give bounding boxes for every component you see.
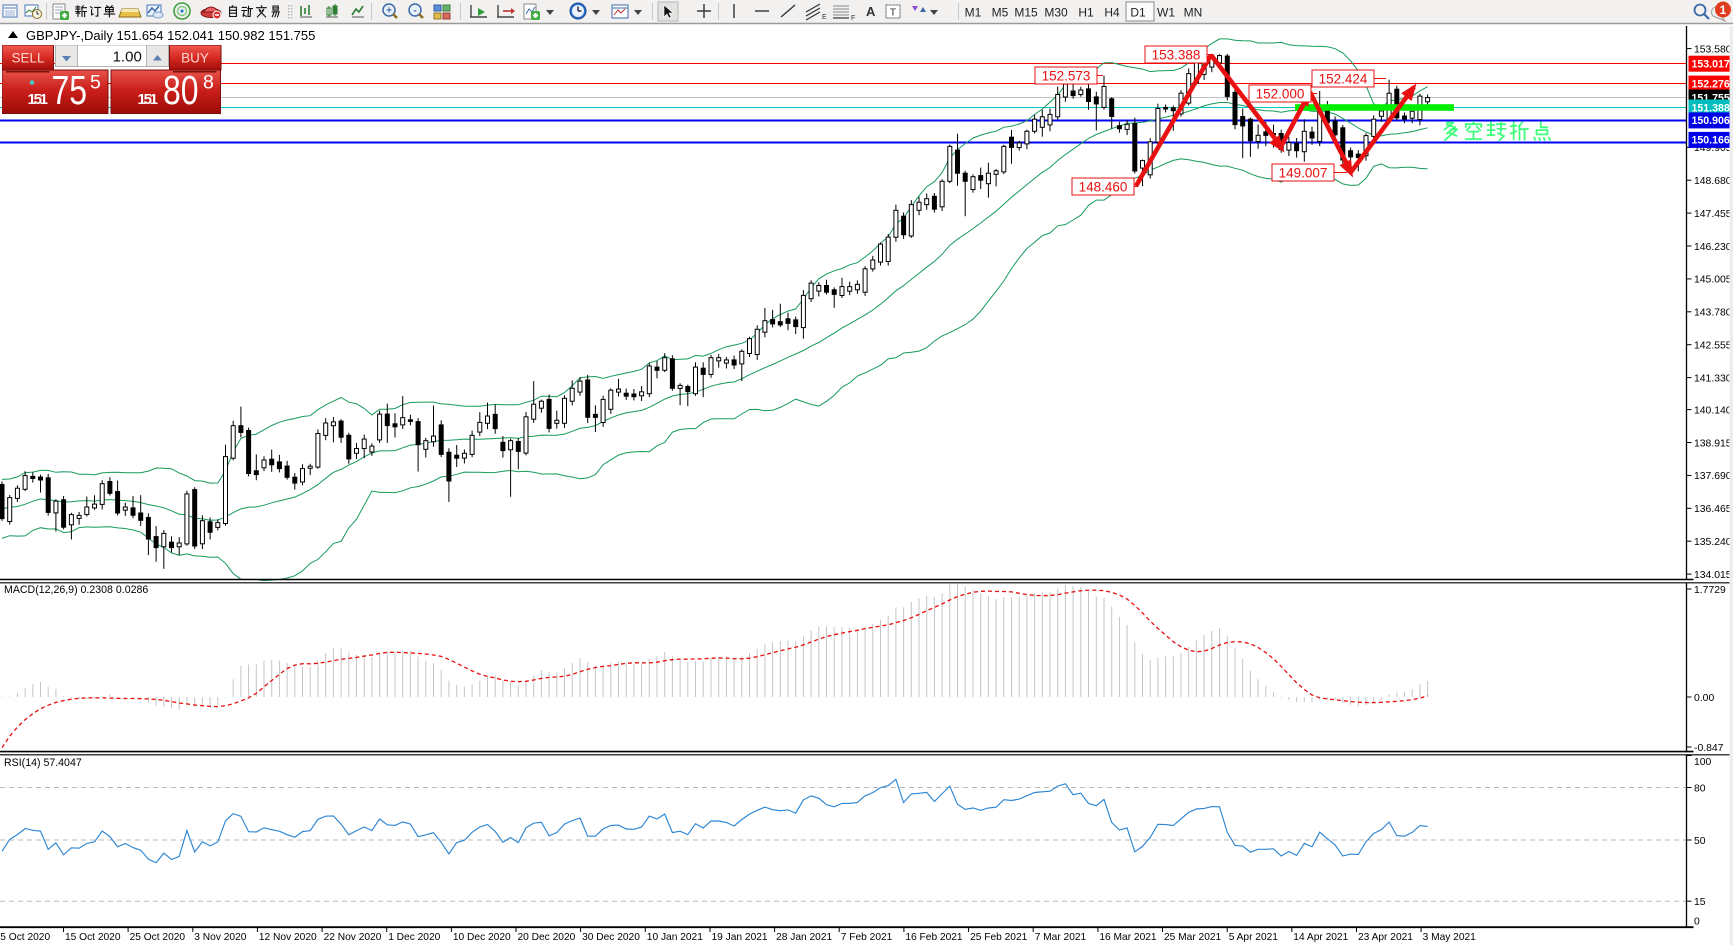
svg-text:19 Jan 2021: 19 Jan 2021 (712, 932, 768, 943)
svg-text:5: 5 (90, 72, 101, 94)
svg-text:137.690: 137.690 (1694, 471, 1732, 482)
svg-text:T: T (890, 7, 897, 19)
svg-text:H4: H4 (1104, 6, 1120, 20)
svg-text:152.573: 152.573 (1042, 69, 1091, 84)
svg-text:151.388: 151.388 (1692, 102, 1730, 114)
svg-text:W1: W1 (1157, 6, 1175, 20)
svg-text:-: - (413, 6, 416, 17)
svg-text:10 Jan 2021: 10 Jan 2021 (647, 932, 703, 943)
svg-text:140.140: 140.140 (1694, 405, 1732, 416)
svg-text:+: + (386, 6, 392, 17)
svg-text:23 Apr 2021: 23 Apr 2021 (1358, 932, 1413, 943)
svg-text:15: 15 (1694, 897, 1706, 908)
svg-text:1.7729: 1.7729 (1694, 585, 1726, 596)
svg-text:D1: D1 (1130, 6, 1146, 20)
svg-text:10 Dec 2020: 10 Dec 2020 (453, 932, 511, 943)
svg-text:146.230: 146.230 (1694, 242, 1732, 253)
svg-text:141.330: 141.330 (1694, 373, 1732, 384)
svg-text:149.007: 149.007 (1279, 166, 1328, 181)
svg-text:GBPJPY-,Daily 151.654 152.041: GBPJPY-,Daily 151.654 152.041 150.982 15… (26, 28, 315, 43)
svg-text:22 Nov 2020: 22 Nov 2020 (324, 932, 382, 943)
svg-text:12 Nov 2020: 12 Nov 2020 (259, 932, 317, 943)
svg-text:SELL: SELL (11, 51, 45, 66)
svg-text:136.465: 136.465 (1694, 504, 1732, 515)
svg-text:145.005: 145.005 (1694, 275, 1732, 286)
svg-text:135.240: 135.240 (1694, 537, 1732, 548)
svg-text:A: A (866, 4, 876, 19)
svg-text:25 Feb 2021: 25 Feb 2021 (970, 932, 1028, 943)
svg-text:-0.847: -0.847 (1694, 743, 1724, 754)
svg-text:25 Oct 2020: 25 Oct 2020 (130, 932, 186, 943)
svg-text:134.015: 134.015 (1694, 570, 1732, 581)
svg-text:28 Jan 2021: 28 Jan 2021 (776, 932, 832, 943)
svg-text:16 Feb 2021: 16 Feb 2021 (905, 932, 963, 943)
svg-text:142.555: 142.555 (1694, 341, 1732, 352)
svg-text:151: 151 (138, 91, 159, 108)
svg-text:M30: M30 (1044, 6, 1068, 20)
svg-text:100: 100 (1694, 757, 1712, 768)
svg-text:153.388: 153.388 (1152, 48, 1201, 63)
svg-text:8: 8 (203, 72, 214, 94)
svg-text:138.915: 138.915 (1694, 438, 1732, 449)
svg-text:50: 50 (1694, 836, 1706, 847)
svg-text:15 Oct 2020: 15 Oct 2020 (65, 932, 121, 943)
svg-text:1 Dec 2020: 1 Dec 2020 (388, 932, 440, 943)
svg-text:BUY: BUY (181, 51, 209, 66)
svg-text:5 Oct 2020: 5 Oct 2020 (0, 932, 50, 943)
svg-text:16 Mar 2021: 16 Mar 2021 (1099, 932, 1157, 943)
svg-text:148.460: 148.460 (1079, 180, 1128, 195)
svg-text:152.424: 152.424 (1319, 72, 1368, 87)
svg-text:80: 80 (1694, 783, 1706, 794)
svg-text:MN: MN (1184, 6, 1203, 20)
svg-text:153.017: 153.017 (1692, 59, 1730, 71)
svg-text:F: F (851, 15, 855, 22)
svg-text:5 Apr 2021: 5 Apr 2021 (1229, 932, 1279, 943)
svg-text:M15: M15 (1014, 6, 1038, 20)
svg-text:MACD(12,26,9) 0.2308 0.0286: MACD(12,26,9) 0.2308 0.0286 (4, 584, 148, 596)
svg-text:3 Nov 2020: 3 Nov 2020 (194, 932, 246, 943)
svg-text:150.906: 150.906 (1692, 115, 1730, 127)
svg-text:143.780: 143.780 (1694, 308, 1732, 319)
svg-text:147.455: 147.455 (1694, 209, 1732, 220)
svg-text:0.00: 0.00 (1694, 693, 1714, 704)
svg-text:7 Feb 2021: 7 Feb 2021 (841, 932, 893, 943)
svg-text:25 Mar 2021: 25 Mar 2021 (1164, 932, 1222, 943)
svg-text:M1: M1 (965, 6, 982, 20)
svg-text:0: 0 (1694, 916, 1700, 927)
svg-text:RSI(14) 57.4047: RSI(14) 57.4047 (4, 757, 82, 769)
svg-text:150.166: 150.166 (1692, 135, 1730, 147)
svg-text:1.00: 1.00 (113, 49, 142, 66)
svg-text:14 Apr 2021: 14 Apr 2021 (1293, 932, 1348, 943)
svg-text:148.680: 148.680 (1694, 176, 1732, 187)
svg-text:153.580: 153.580 (1694, 44, 1732, 55)
svg-text:152.000: 152.000 (1256, 87, 1305, 102)
svg-text:149.905: 149.905 (1694, 143, 1732, 154)
svg-text:20 Dec 2020: 20 Dec 2020 (518, 932, 576, 943)
svg-text:3 May 2021: 3 May 2021 (1423, 932, 1477, 943)
svg-text:80: 80 (163, 67, 199, 113)
svg-text:1: 1 (1720, 3, 1727, 17)
svg-text:H1: H1 (1078, 6, 1094, 20)
svg-text:152.276: 152.276 (1692, 78, 1730, 90)
svg-text:30 Dec 2020: 30 Dec 2020 (582, 932, 640, 943)
svg-text:M5: M5 (992, 6, 1009, 20)
svg-text:7 Mar 2021: 7 Mar 2021 (1035, 932, 1087, 943)
svg-text:151: 151 (28, 91, 49, 108)
svg-text:E: E (822, 14, 827, 21)
svg-text:75: 75 (52, 67, 88, 113)
